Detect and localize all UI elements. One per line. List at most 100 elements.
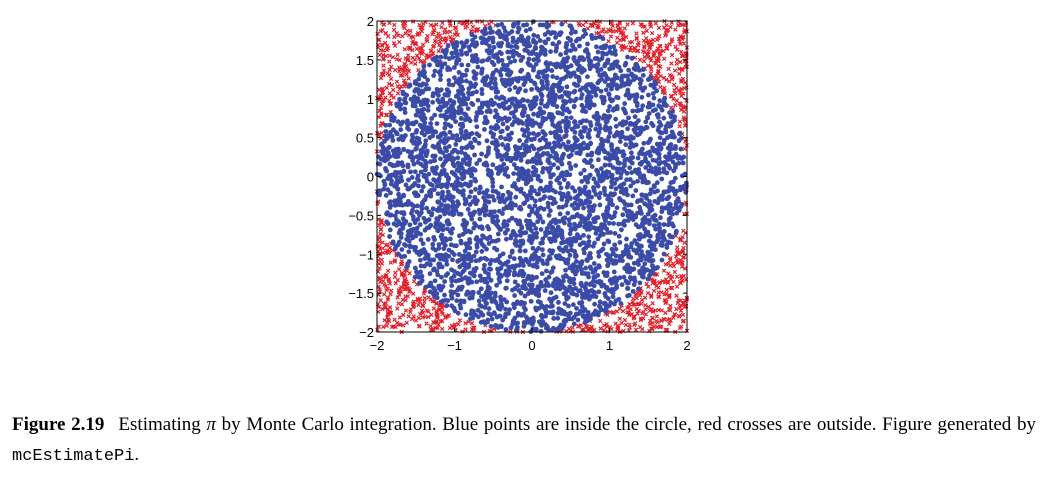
inside-circle-point bbox=[494, 314, 500, 320]
inside-circle-point bbox=[461, 158, 467, 164]
inside-circle-point bbox=[533, 61, 539, 67]
inside-circle-point bbox=[484, 138, 490, 144]
outside-cross-point bbox=[681, 115, 686, 120]
inside-circle-point bbox=[467, 202, 473, 207]
outside-cross-point bbox=[470, 24, 476, 30]
inside-circle-point bbox=[568, 196, 573, 201]
inside-circle-point bbox=[581, 27, 587, 33]
inside-circle-point bbox=[546, 230, 552, 236]
inside-circle-point bbox=[538, 160, 544, 166]
inside-circle-point bbox=[415, 217, 421, 222]
inside-circle-point bbox=[638, 107, 644, 113]
outside-cross-point bbox=[673, 91, 678, 96]
inside-circle-point bbox=[567, 222, 572, 228]
outside-cross-point bbox=[475, 26, 481, 32]
inside-circle-point bbox=[629, 170, 635, 175]
inside-circle-point bbox=[622, 218, 627, 224]
inside-circle-point bbox=[459, 183, 465, 188]
outside-cross-point bbox=[580, 22, 586, 28]
inside-circle-point bbox=[473, 249, 479, 255]
inside-circle-point bbox=[525, 159, 530, 165]
outside-cross-point bbox=[661, 25, 667, 30]
inside-circle-point bbox=[565, 182, 571, 188]
inside-circle-point bbox=[522, 279, 527, 285]
inside-circle-point bbox=[522, 47, 528, 53]
inside-circle-point bbox=[493, 238, 499, 244]
outside-cross-point bbox=[673, 254, 679, 259]
inside-circle-point bbox=[578, 171, 584, 177]
inside-circle-point bbox=[467, 245, 473, 251]
inside-circle-point bbox=[541, 110, 547, 115]
inside-circle-point bbox=[611, 221, 616, 226]
inside-circle-point bbox=[418, 263, 424, 269]
outside-cross-point bbox=[651, 50, 657, 55]
outside-cross-point bbox=[415, 31, 421, 36]
inside-circle-point bbox=[540, 169, 545, 175]
inside-circle-point bbox=[502, 314, 508, 320]
inside-circle-point bbox=[622, 201, 628, 207]
inside-circle-point bbox=[536, 245, 541, 251]
inside-circle-point bbox=[488, 323, 494, 329]
inside-circle-point bbox=[491, 310, 497, 316]
inside-circle-point bbox=[525, 98, 531, 104]
outside-cross-point bbox=[403, 308, 409, 313]
outside-cross-point bbox=[405, 293, 411, 299]
inside-circle-point bbox=[639, 274, 645, 279]
inside-circle-point bbox=[383, 122, 389, 128]
outside-cross-point bbox=[658, 84, 663, 90]
outside-cross-point bbox=[407, 271, 412, 276]
inside-circle-point bbox=[473, 265, 479, 271]
inside-circle-point bbox=[609, 280, 615, 286]
inside-circle-point bbox=[411, 161, 417, 167]
inside-circle-point bbox=[490, 188, 496, 194]
inside-circle-point bbox=[554, 61, 560, 67]
inside-circle-point bbox=[545, 200, 551, 206]
outside-cross-point bbox=[663, 327, 669, 333]
outside-cross-point bbox=[381, 274, 386, 280]
outside-cross-point bbox=[389, 82, 395, 88]
inside-circle-point bbox=[424, 178, 430, 184]
inside-circle-point bbox=[607, 157, 612, 163]
outside-cross-point bbox=[669, 274, 675, 279]
inside-circle-point bbox=[637, 131, 642, 137]
inside-circle-point bbox=[569, 290, 574, 296]
outside-cross-point bbox=[376, 304, 382, 310]
outside-cross-point bbox=[434, 34, 439, 40]
outside-cross-point bbox=[667, 263, 673, 268]
inside-circle-point bbox=[610, 294, 616, 300]
inside-circle-point bbox=[654, 147, 660, 153]
outside-cross-point bbox=[385, 46, 391, 51]
inside-circle-point bbox=[544, 79, 550, 85]
inside-circle-point bbox=[484, 256, 490, 262]
inside-circle-point bbox=[621, 152, 627, 158]
inside-circle-point bbox=[568, 242, 574, 248]
inside-circle-point bbox=[593, 63, 599, 69]
outside-cross-point bbox=[419, 46, 425, 51]
inside-circle-point bbox=[482, 100, 488, 106]
inside-circle-point bbox=[450, 212, 456, 218]
inside-circle-point bbox=[461, 95, 467, 101]
outside-cross-point bbox=[622, 317, 628, 323]
inside-circle-point bbox=[568, 152, 574, 158]
inside-circle-point bbox=[563, 202, 569, 208]
inside-circle-point bbox=[396, 146, 401, 152]
outside-cross-point bbox=[401, 23, 406, 29]
inside-circle-point bbox=[464, 38, 470, 44]
inside-circle-point bbox=[589, 33, 594, 38]
inside-circle-point bbox=[602, 300, 608, 306]
inside-circle-point bbox=[507, 97, 512, 103]
outside-cross-point bbox=[650, 309, 656, 314]
inside-circle-point bbox=[475, 198, 480, 204]
inside-circle-point bbox=[607, 45, 613, 50]
inside-circle-point bbox=[529, 184, 535, 190]
inside-circle-point bbox=[534, 274, 539, 280]
outside-cross-point bbox=[392, 67, 398, 73]
inside-circle-point bbox=[540, 240, 545, 246]
inside-circle-point bbox=[661, 189, 667, 195]
inside-circle-point bbox=[465, 106, 471, 111]
inside-circle-point bbox=[637, 232, 643, 237]
outside-cross-point bbox=[644, 28, 649, 34]
outside-cross-point bbox=[641, 58, 647, 64]
inside-circle-point bbox=[550, 145, 556, 151]
inside-circle-point bbox=[521, 39, 527, 44]
